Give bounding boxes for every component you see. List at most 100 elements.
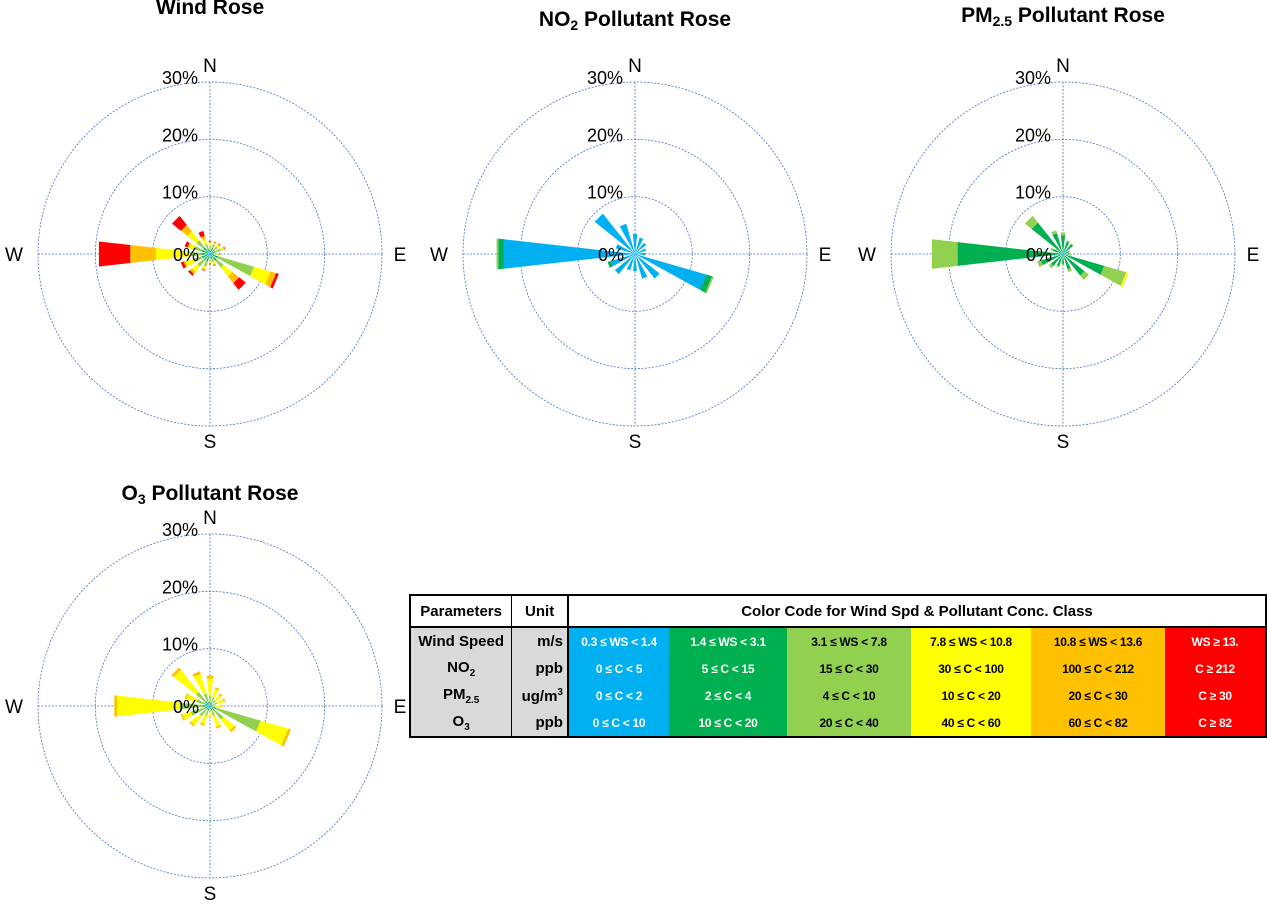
ring-label: 0% bbox=[173, 245, 199, 265]
compass-label-e: E bbox=[1247, 245, 1260, 266]
legend-class-cell: WS ≥ 13. bbox=[1165, 627, 1266, 655]
rose-petal-segment bbox=[212, 254, 214, 255]
unit-superscript: 3 bbox=[557, 687, 563, 698]
rose-petal-segment bbox=[217, 253, 219, 255]
parameter-subscript: 3 bbox=[464, 722, 470, 733]
rose-petal-segment bbox=[204, 261, 208, 267]
ring-label: 10% bbox=[1015, 183, 1051, 203]
legend-class-cell: C ≥ 212 bbox=[1165, 655, 1266, 682]
ring-label: 0% bbox=[173, 697, 199, 717]
legend-class-cell: 5 ≤ C < 15 bbox=[669, 655, 787, 682]
rose-petal-segment bbox=[114, 695, 117, 716]
header-parameters: Parameters bbox=[410, 595, 512, 627]
rose-petal-segment bbox=[117, 696, 180, 717]
rose-petal-segment bbox=[1064, 253, 1070, 255]
legend-class-cell: 40 ≤ C < 60 bbox=[911, 709, 1031, 737]
compass-label-s: S bbox=[204, 432, 217, 453]
parameter-name: O bbox=[453, 713, 465, 730]
ring-label: 10% bbox=[162, 635, 198, 655]
rose-petal-segment bbox=[201, 715, 207, 724]
rose-petal-segment bbox=[1062, 264, 1065, 266]
ring-label: 30% bbox=[587, 68, 623, 88]
rose-petal-segment bbox=[203, 705, 208, 707]
legend-parameter: PM2.5 bbox=[410, 682, 512, 709]
unit-text: m/s bbox=[537, 633, 563, 650]
header-unit: Unit bbox=[512, 595, 568, 627]
ring-label: 20% bbox=[162, 125, 198, 145]
rose-petal-segment bbox=[209, 261, 211, 263]
compass-label-e: E bbox=[819, 245, 832, 266]
rose-petal-segment bbox=[209, 246, 211, 249]
legend-class-cell: 0.3 ≤ WS < 1.4 bbox=[568, 627, 669, 655]
legend-class-cell: C ≥ 82 bbox=[1165, 709, 1266, 737]
ring-label: 0% bbox=[598, 245, 624, 265]
legend-class-cell: 30 ≤ C < 100 bbox=[911, 655, 1031, 682]
legend-class-cell: 10.8 ≤ WS < 13.6 bbox=[1031, 627, 1165, 655]
ring-label: 20% bbox=[1015, 125, 1051, 145]
legend-table: Parameters Unit Color Code for Wind Spd … bbox=[409, 594, 1267, 738]
legend-class-cell: 2 ≤ C < 4 bbox=[669, 682, 787, 709]
compass-label-s: S bbox=[629, 432, 642, 453]
compass-label-w: W bbox=[5, 245, 23, 266]
rose-petal-segment bbox=[1070, 253, 1071, 255]
legend-class-cell: 15 ≤ C < 30 bbox=[787, 655, 911, 682]
legend-class-cell: 7.8 ≤ WS < 10.8 bbox=[911, 627, 1031, 655]
legend-parameter: O3 bbox=[410, 709, 512, 737]
rose-petal-segment bbox=[99, 242, 130, 267]
compass-label-n: N bbox=[203, 508, 217, 529]
compass-label-w: W bbox=[858, 245, 876, 266]
compass-label-s: S bbox=[1057, 432, 1070, 453]
parameter-subscript: 2 bbox=[470, 668, 476, 679]
rose-petal-segment bbox=[209, 263, 211, 264]
rose-petal-segment bbox=[209, 241, 212, 242]
legend-parameter: Wind Speed bbox=[410, 627, 512, 655]
legend-unit: ppb bbox=[512, 709, 568, 737]
rose-petal-segment bbox=[207, 676, 214, 679]
rose-petal-segment bbox=[213, 705, 216, 706]
legend-unit: m/s bbox=[512, 627, 568, 655]
rose-petal-segment bbox=[209, 696, 211, 702]
rose-petal-segment bbox=[205, 244, 208, 249]
rose-petal-segment bbox=[201, 253, 207, 255]
legend-unit: ug/m3 bbox=[512, 682, 568, 709]
unit-text: ppb bbox=[535, 714, 563, 731]
rose-petal-segment bbox=[130, 245, 156, 263]
rose-petal-segment bbox=[209, 712, 211, 717]
compass-label-e: E bbox=[394, 245, 407, 266]
ring-label: 30% bbox=[162, 520, 198, 540]
parameter-name: Wind Speed bbox=[418, 633, 504, 650]
unit-text: ppb bbox=[535, 660, 563, 677]
compass-label-n: N bbox=[1056, 56, 1070, 77]
rose-petal-segment bbox=[221, 705, 222, 708]
rose-petal-segment bbox=[644, 253, 646, 255]
legend-class-cell: 20 ≤ C < 30 bbox=[1031, 682, 1165, 709]
rose-petal-segment bbox=[635, 254, 707, 290]
ring-label: 10% bbox=[587, 183, 623, 203]
rose-petal-segment bbox=[1061, 232, 1066, 235]
legend-class-cell: 100 ≤ C < 212 bbox=[1031, 655, 1165, 682]
legend-class-cell: 4 ≤ C < 10 bbox=[787, 682, 911, 709]
compass-label-w: W bbox=[430, 245, 448, 266]
rose-petal-segment bbox=[219, 253, 220, 255]
compass-label-s: S bbox=[204, 884, 217, 905]
compass-label-w: W bbox=[5, 697, 23, 718]
ring-label: 10% bbox=[162, 183, 198, 203]
header-color-code: Color Code for Wind Spd & Pollutant Conc… bbox=[568, 595, 1266, 627]
legend-unit: ppb bbox=[512, 655, 568, 682]
legend-class-cell: 20 ≤ C < 40 bbox=[787, 709, 911, 737]
ring-label: 30% bbox=[162, 68, 198, 88]
parameter-name: NO bbox=[447, 659, 470, 676]
rose-petal-segment bbox=[209, 717, 212, 718]
legend-class-cell: 60 ≤ C < 82 bbox=[1031, 709, 1165, 737]
legend-class-cell: 3.1 ≤ WS < 7.8 bbox=[787, 627, 911, 655]
rose-petal-segment bbox=[216, 705, 222, 708]
